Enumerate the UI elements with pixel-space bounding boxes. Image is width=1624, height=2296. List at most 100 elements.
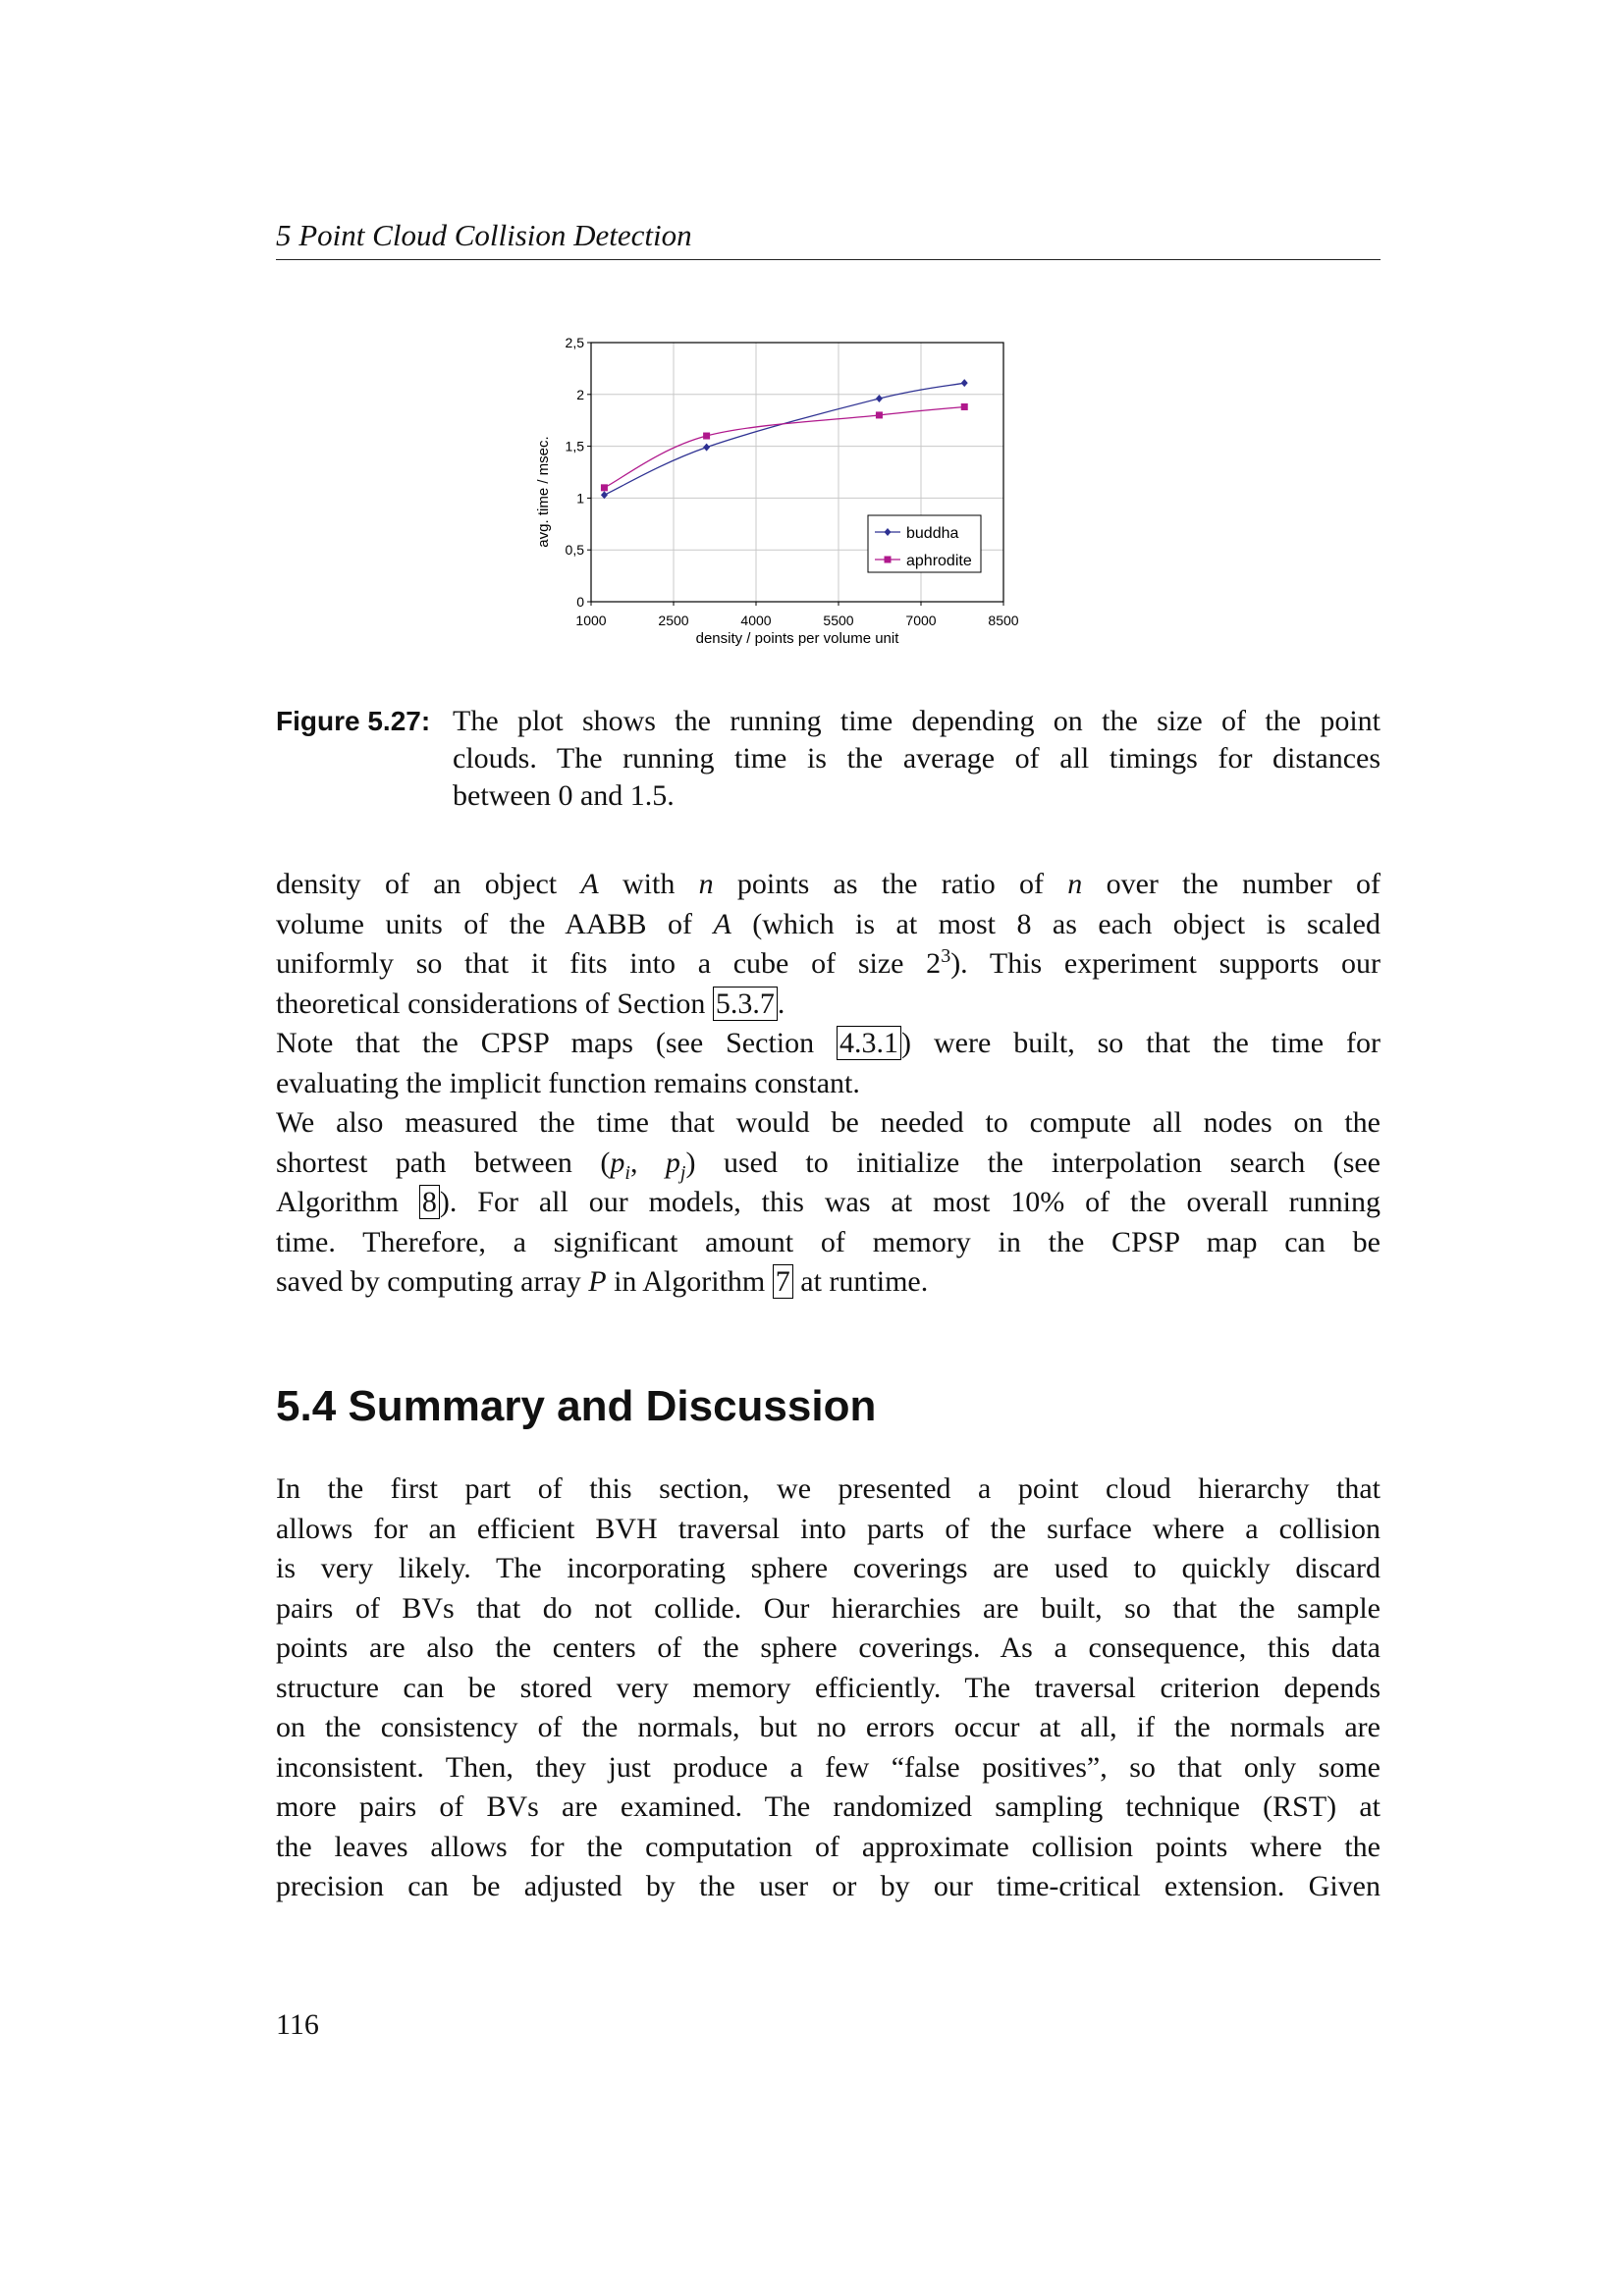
series-line-aphrodite bbox=[604, 405, 965, 489]
data-point-aphrodite bbox=[600, 484, 608, 492]
legend-marker bbox=[884, 556, 892, 563]
data-point-buddha bbox=[875, 395, 883, 403]
line-chart: 0 0,5 1 1,5 2 2,5 1000 2500 4000 5500 7000 8500 dens… bbox=[535, 335, 1019, 647]
text-segment: n bbox=[1067, 868, 1083, 900]
text-line: density of an object A with n points as … bbox=[276, 865, 1380, 905]
text-segment: with bbox=[598, 868, 699, 900]
text-line: theoretical considerations of Section 5.… bbox=[276, 985, 1380, 1025]
y-tick-label: 2 bbox=[576, 387, 584, 402]
text-segment: ). This experiment supports our bbox=[950, 947, 1380, 980]
text-line: saved by computing array P in Algorithm … bbox=[276, 1262, 1380, 1303]
caption-line: between 0 and 1.5. bbox=[453, 779, 675, 812]
text-line: evaluating the implicit function remains… bbox=[276, 1064, 1380, 1104]
text-segment: j bbox=[679, 1161, 686, 1184]
y-tick-label: 1,5 bbox=[566, 439, 585, 454]
cross-reference-link[interactable]: 5.3.7 bbox=[712, 986, 778, 1021]
text-segment: A bbox=[713, 907, 731, 940]
x-tick-label: 7000 bbox=[905, 613, 936, 628]
text-line: the leaves allows for the computation of… bbox=[276, 1830, 1380, 1863]
text-segment: ) used to initialize the interpolation s… bbox=[685, 1146, 1380, 1179]
data-point-buddha bbox=[703, 443, 711, 452]
text-line: We also measured the time that would be … bbox=[276, 1103, 1380, 1144]
figure-label: Figure 5.27: bbox=[276, 706, 431, 736]
y-tick-label: 0,5 bbox=[566, 542, 585, 558]
text-segment: over the number of bbox=[1082, 868, 1380, 900]
body-text: density of an object A with n points as … bbox=[276, 865, 1380, 1303]
running-header: 5 Point Cloud Collision Detection bbox=[276, 218, 1380, 260]
text-segment: at runtime. bbox=[792, 1265, 929, 1298]
section-heading: 5.4 Summary and Discussion bbox=[276, 1382, 877, 1430]
y-tick-label: 1 bbox=[576, 490, 584, 506]
text-line: Note that the CPSP maps (see Section 4.3… bbox=[276, 1024, 1380, 1064]
text-segment: in Algorithm bbox=[606, 1265, 773, 1298]
text-line: structure can be stored very memory effi… bbox=[276, 1671, 1380, 1704]
x-axis-label: density / points per volume unit bbox=[696, 630, 900, 647]
text-segment: p bbox=[665, 1146, 680, 1179]
legend-label: buddha bbox=[906, 525, 958, 542]
x-tick-label: 8500 bbox=[988, 613, 1018, 628]
text-segment: ) were built, so that the time for bbox=[901, 1027, 1380, 1059]
data-point-buddha bbox=[960, 379, 968, 388]
text-segment: saved by computing array bbox=[276, 1265, 589, 1298]
x-tick-label: 2500 bbox=[658, 613, 688, 628]
section-text: In the first part of this section, we pr… bbox=[276, 1469, 1380, 1907]
text-segment: n bbox=[698, 868, 714, 900]
text-segment: Algorithm bbox=[276, 1186, 419, 1218]
text-line: pairs of BVs that do not collide. Our hi… bbox=[276, 1591, 1380, 1625]
text-line: precision can be adjusted by the user or… bbox=[276, 1870, 1380, 1902]
plot-frame bbox=[590, 342, 1004, 603]
text-line: is very likely. The incorporating sphere… bbox=[276, 1552, 1380, 1584]
caption-line: The plot shows the running time dependin… bbox=[453, 705, 1380, 737]
text-line: shortest path between (pi, pj) used to i… bbox=[276, 1144, 1380, 1184]
text-segment: uniformly so that it fits into a cube of… bbox=[276, 947, 942, 980]
x-tick-label: 5500 bbox=[823, 613, 853, 628]
text-line: allows for an efficient BVH traversal in… bbox=[276, 1512, 1380, 1545]
text-line: time. Therefore, a significant amount of… bbox=[276, 1223, 1380, 1263]
legend-label: aphrodite bbox=[906, 553, 972, 569]
data-point-buddha bbox=[600, 491, 608, 500]
legend-marker bbox=[884, 528, 892, 536]
text-segment: i bbox=[624, 1161, 630, 1184]
text-segment: time. Therefore, a significant amount of… bbox=[276, 1225, 1380, 1258]
text-line: uniformly so that it fits into a cube of… bbox=[276, 944, 1380, 985]
text-line: Algorithm 8). For all our models, this w… bbox=[276, 1183, 1380, 1223]
text-segment: density of an object bbox=[276, 868, 581, 900]
data-point-aphrodite bbox=[875, 411, 883, 419]
text-line: points are also the centers of the spher… bbox=[276, 1631, 1380, 1664]
figure-caption: Figure 5.27: The plot shows the running … bbox=[276, 703, 1380, 815]
x-tick-label: 4000 bbox=[740, 613, 771, 628]
text-segment: . bbox=[777, 987, 785, 1020]
cross-reference-link[interactable]: 7 bbox=[772, 1264, 793, 1299]
data-point-aphrodite bbox=[960, 402, 968, 410]
caption-line: clouds. The running time is the average … bbox=[453, 742, 1380, 774]
text-segment: shortest path between ( bbox=[276, 1146, 611, 1179]
text-segment: We also measured the time that would be … bbox=[276, 1106, 1380, 1139]
y-tick-label: 2,5 bbox=[566, 335, 585, 350]
page-number: 116 bbox=[276, 2008, 319, 2041]
text-segment: 3 bbox=[941, 945, 951, 967]
text-segment: ). For all our models, this was at most … bbox=[439, 1186, 1380, 1218]
text-segment: volume units of the AABB of bbox=[276, 907, 714, 940]
y-tick-label: 0 bbox=[576, 594, 584, 610]
text-segment: Note that the CPSP maps (see Section bbox=[276, 1027, 838, 1059]
text-segment: theoretical considerations of Section bbox=[276, 987, 713, 1020]
text-line: inconsistent. Then, they just produce a … bbox=[276, 1750, 1380, 1784]
x-tick-label: 1000 bbox=[575, 613, 606, 628]
series-line-buddha bbox=[604, 382, 965, 496]
text-segment: points as the ratio of bbox=[713, 868, 1068, 900]
text-segment: (which is at most 8 as each object is sc… bbox=[731, 907, 1380, 940]
text-line: In the first part of this section, we pr… bbox=[276, 1472, 1380, 1505]
caption-text: The plot shows the running time dependin… bbox=[453, 703, 1380, 815]
text-segment: P bbox=[588, 1265, 607, 1298]
text-line: on the consistency of the normals, but n… bbox=[276, 1711, 1380, 1743]
text-segment: evaluating the implicit function remains… bbox=[276, 1066, 860, 1099]
text-segment: , bbox=[629, 1146, 666, 1179]
y-axis-label: avg. time / msec. bbox=[535, 436, 552, 547]
text-line: more pairs of BVs are examined. The rand… bbox=[276, 1790, 1380, 1823]
text-segment: p bbox=[610, 1146, 625, 1179]
cross-reference-link[interactable]: 4.3.1 bbox=[837, 1026, 902, 1060]
text-line: volume units of the AABB of A (which is … bbox=[276, 905, 1380, 945]
cross-reference-link[interactable]: 8 bbox=[418, 1185, 440, 1219]
text-segment: A bbox=[580, 868, 599, 900]
data-point-aphrodite bbox=[703, 432, 711, 440]
